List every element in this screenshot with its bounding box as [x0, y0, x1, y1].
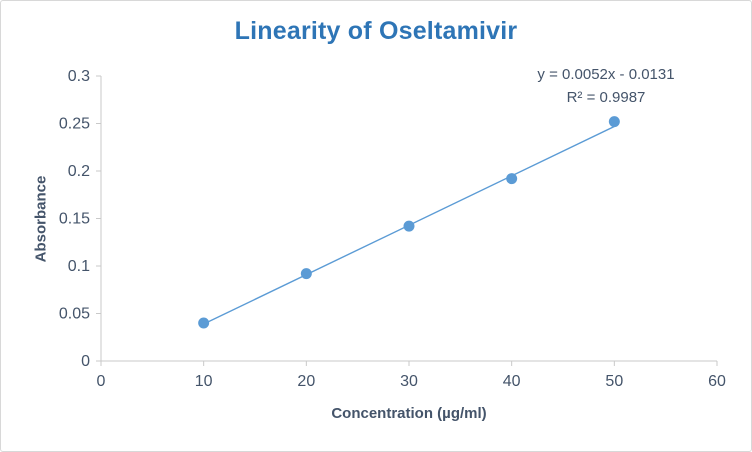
y-tick-label: 0.15: [59, 211, 90, 228]
data-point-marker: [198, 317, 210, 329]
y-tick-label: 0.25: [59, 116, 90, 133]
trendline-equation: y = 0.0052x - 0.0131 R² = 0.9987: [501, 63, 711, 109]
data-point-marker: [608, 116, 620, 128]
y-tick-label: 0.2: [68, 163, 90, 180]
y-tick-label: 0: [81, 353, 90, 370]
y-tick-label: 0.05: [59, 306, 90, 323]
x-tick-label: 50: [605, 373, 623, 390]
x-tick-label: 60: [708, 373, 726, 390]
x-tick-label: 10: [195, 373, 213, 390]
y-tick-label: 0.1: [68, 258, 90, 275]
data-point-marker: [300, 268, 312, 280]
y-tick-label: 0.3: [68, 68, 90, 85]
chart-title: Linearity of Oseltamivir: [234, 17, 518, 45]
x-tick-label: 30: [400, 373, 418, 390]
data-point-marker: [403, 220, 415, 232]
r-squared-line: R² = 0.9987: [566, 89, 646, 106]
equation-line: y = 0.0052x - 0.0131: [537, 66, 675, 83]
x-tick-label: 20: [297, 373, 315, 390]
data-point-marker: [506, 173, 518, 185]
x-axis-title: Concentration (µg/ml): [331, 405, 487, 422]
x-tick-label: 40: [503, 373, 521, 390]
x-tick-label: 0: [97, 373, 106, 390]
